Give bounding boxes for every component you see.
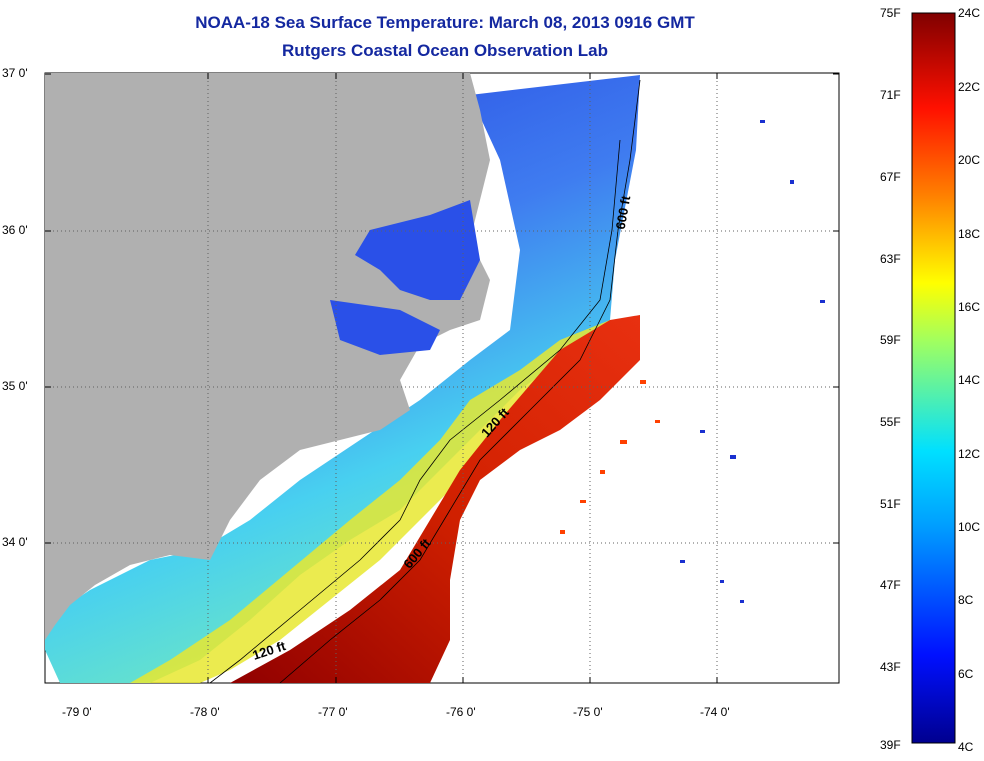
lon-label: -79 0'	[62, 705, 92, 719]
colorbar-c-label: 22C	[958, 80, 981, 94]
lon-label: -76 0'	[446, 705, 476, 719]
colorbar-f-label: 51F	[880, 497, 901, 511]
colorbar-c-label: 10C	[958, 520, 981, 534]
axis-ticks	[45, 73, 839, 683]
lon-label: -77 0'	[318, 705, 348, 719]
land	[45, 73, 490, 640]
colorbar-c-label: 24C	[958, 6, 981, 20]
colorbar	[911, 12, 956, 744]
colorbar-f-label: 71F	[880, 88, 901, 102]
contour-120ft	[209, 139, 621, 683]
colorbar-c-label: 6C	[958, 667, 974, 681]
contour-600ft	[279, 79, 641, 683]
colorbar-f-label: 43F	[880, 660, 901, 674]
colorbar-f-label: 47F	[880, 578, 901, 592]
colorbar-c-label: 20C	[958, 153, 981, 167]
colorbar-c-label: 16C	[958, 300, 981, 314]
colorbar-c-label: 12C	[958, 447, 981, 461]
neuse-river	[330, 300, 440, 355]
colorbar-f-label: 55F	[880, 415, 901, 429]
colorbar-f-label: 67F	[880, 170, 901, 184]
lat-label: 36 0'	[2, 223, 28, 237]
lat-label: 37 0'	[2, 66, 28, 80]
transition-band	[130, 320, 610, 683]
colorbar-f-label: 75F	[880, 6, 901, 20]
lat-label: 34 0'	[2, 535, 28, 549]
colorbar-c-label: 18C	[958, 227, 981, 241]
colorbar-f-label: 39F	[880, 738, 901, 752]
gulf-stream	[230, 315, 640, 683]
lon-label: -75 0'	[573, 705, 603, 719]
colorbar-c-label: 8C	[958, 593, 974, 607]
colorbar-f-label: 63F	[880, 252, 901, 266]
graticule	[45, 73, 839, 683]
map-title: NOAA-18 Sea Surface Temperature: March 0…	[195, 13, 695, 32]
colorbar-c-label: 4C	[958, 740, 974, 754]
lon-label: -78 0'	[190, 705, 220, 719]
colorbar-f-label: 59F	[880, 333, 901, 347]
colorbar-c-label: 14C	[958, 373, 981, 387]
lat-label: 35 0'	[2, 379, 28, 393]
map-subtitle: Rutgers Coastal Ocean Observation Lab	[282, 41, 608, 60]
pamlico-sound	[355, 200, 480, 300]
offshore-speckles	[560, 380, 660, 534]
lon-label: -74 0'	[700, 705, 730, 719]
